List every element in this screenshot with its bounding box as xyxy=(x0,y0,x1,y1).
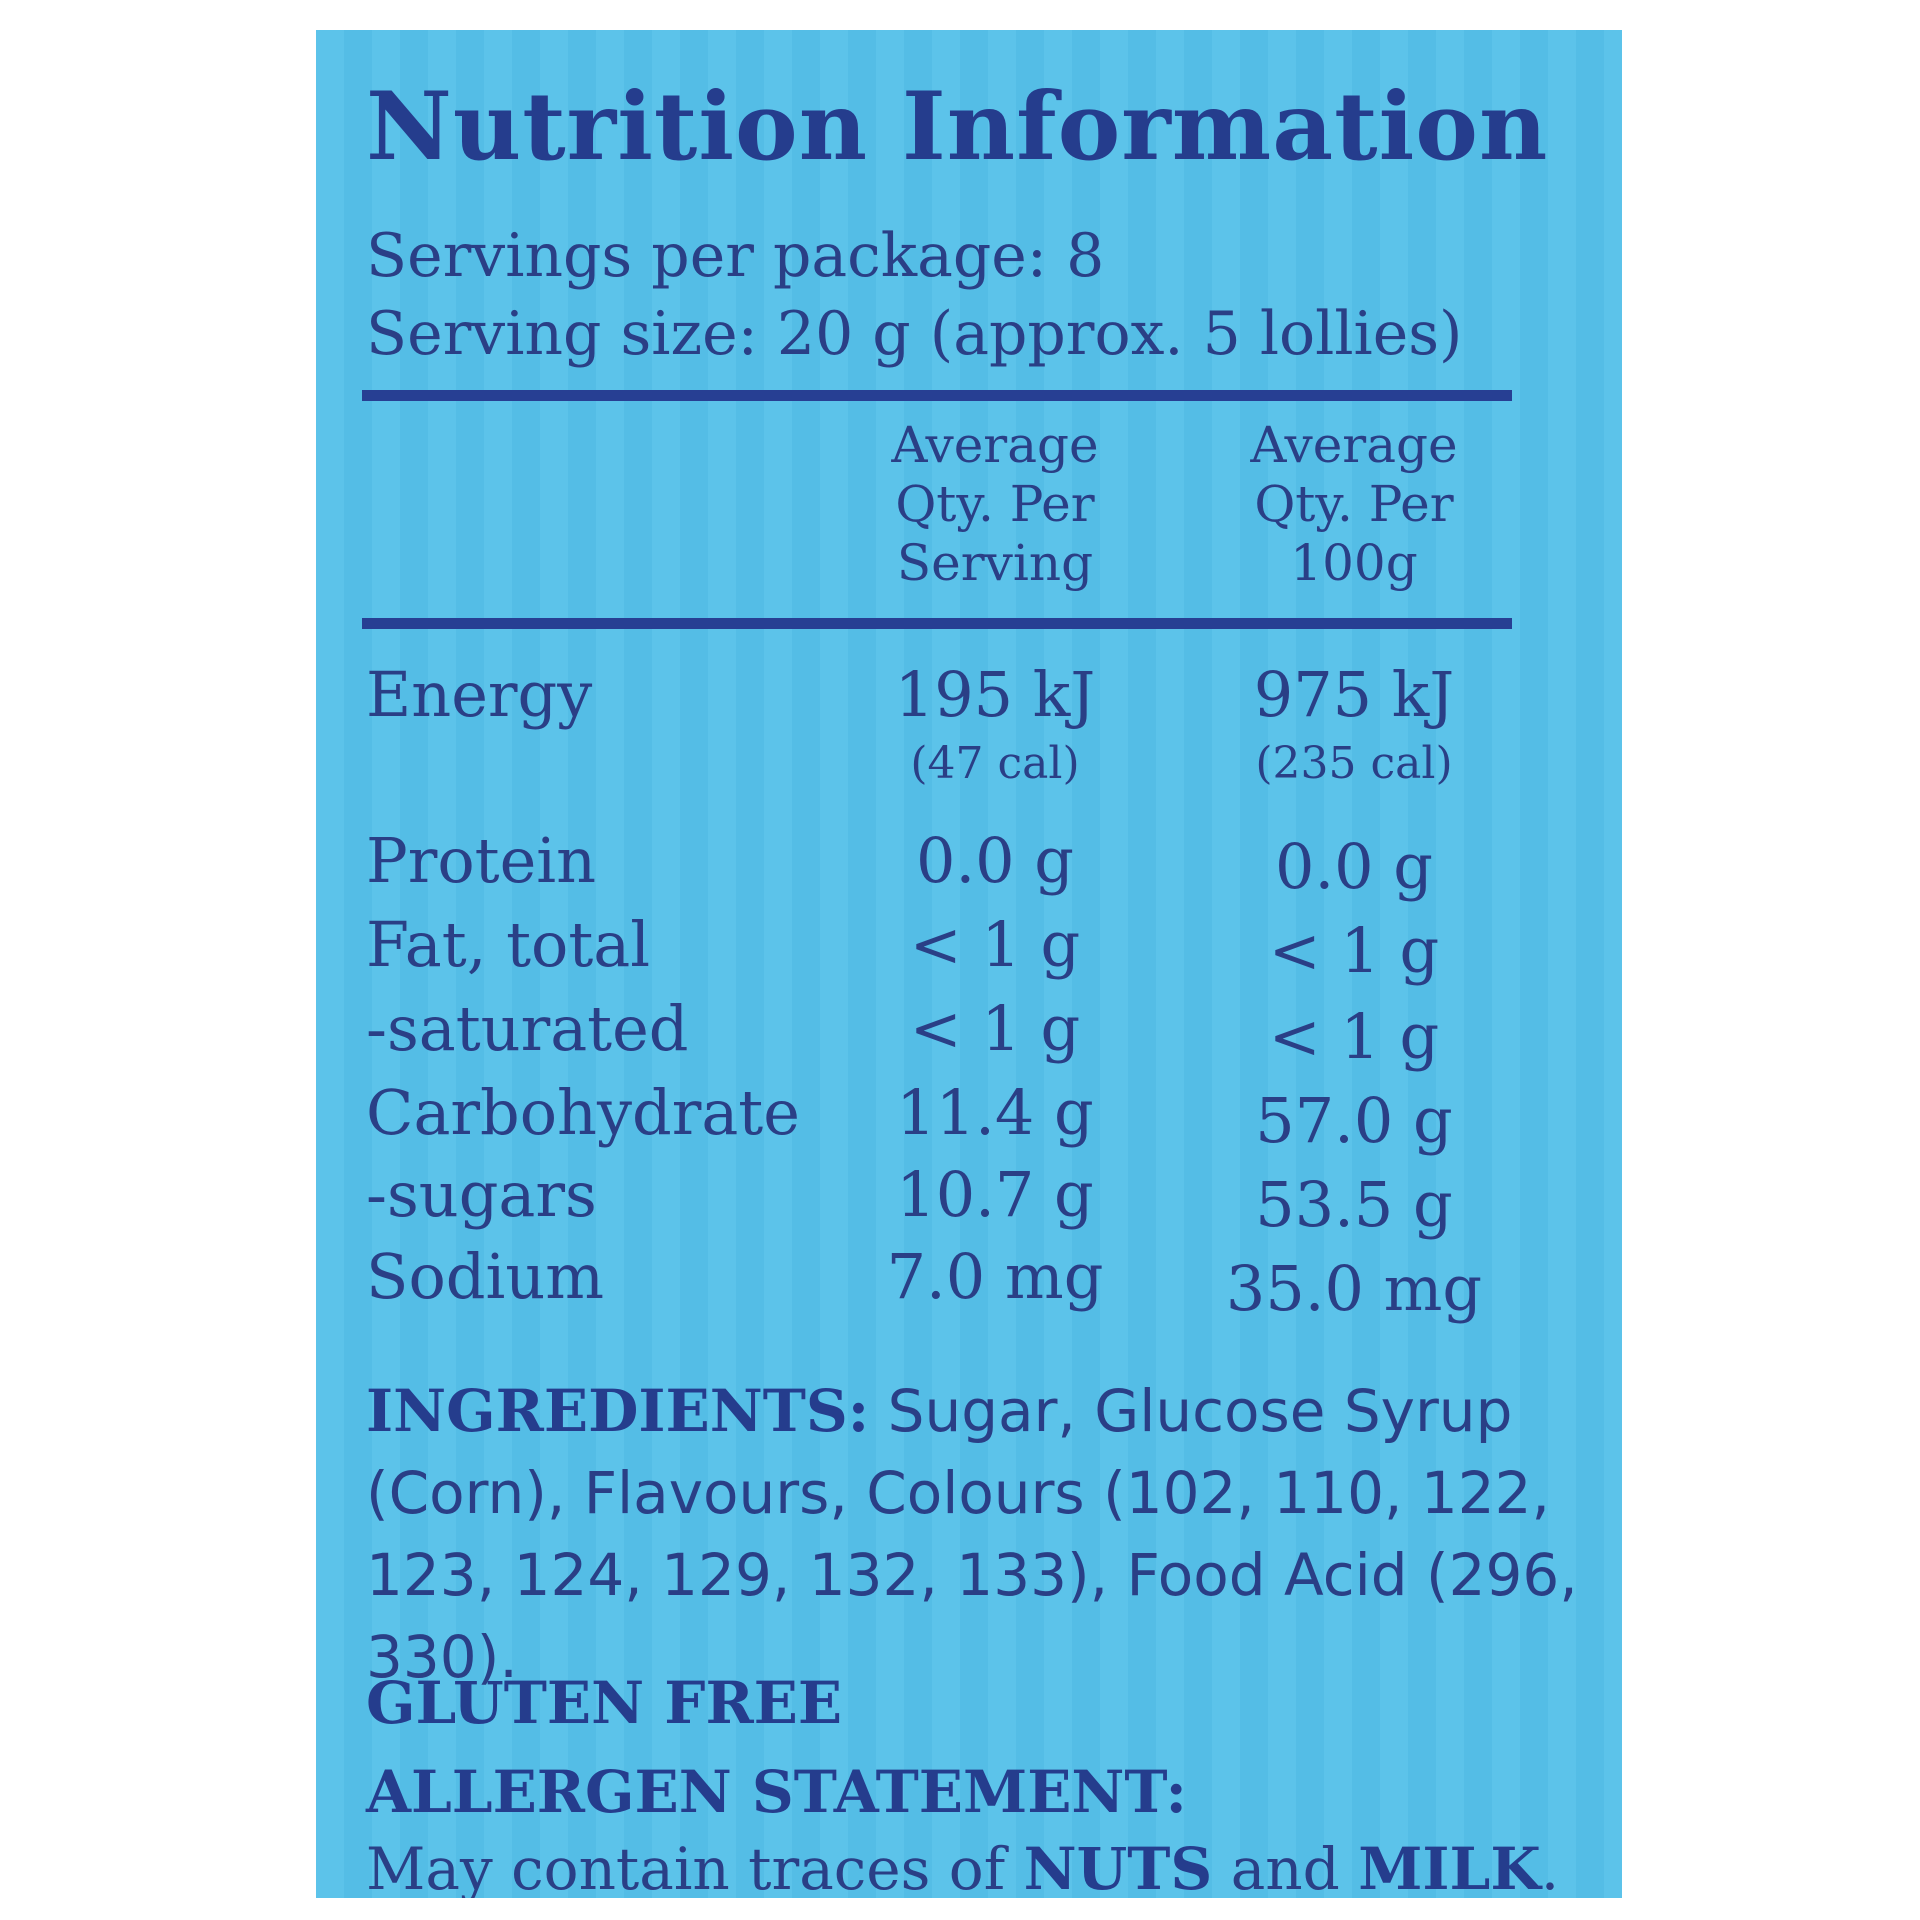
panel-title: Nutrition Information xyxy=(366,72,1549,182)
ingredients-list: Sugar, Glucose Syrup (Corn), Flavours, C… xyxy=(366,1377,1578,1691)
per-100g-value: < 1 g xyxy=(1268,914,1440,987)
column-header-per-100g: Average Qty. Per 100g xyxy=(1204,416,1504,593)
per-100g-value: < 1 g xyxy=(1268,1000,1440,1073)
column-header-line: 100g xyxy=(1290,534,1418,592)
column-header-line: Serving xyxy=(896,534,1094,592)
per-100g-value: 0.0 g xyxy=(1275,830,1433,903)
per-serving-value: 195 kJ xyxy=(894,658,1096,731)
top-divider xyxy=(362,390,1512,401)
nutrient-label: -saturated xyxy=(366,992,689,1065)
column-header-line: Qty. Per xyxy=(895,475,1095,533)
per-serving-value: 11.4 g xyxy=(896,1076,1094,1149)
per-serving-value: < 1 g xyxy=(909,992,1081,1065)
nutrient-label: Carbohydrate xyxy=(366,1076,800,1149)
per-100g-calories: (235 cal) xyxy=(1255,738,1453,789)
column-header-per-serving: Average Qty. Per Serving xyxy=(845,416,1145,593)
servings-per-package: Servings per package: 8 xyxy=(366,221,1105,291)
serving-size: Serving size: 20 g (approx. 5 lollies) xyxy=(366,299,1463,369)
per-serving-value: 0.0 g xyxy=(916,824,1074,897)
column-header-line: Qty. Per xyxy=(1254,475,1454,533)
ingredients-statement: INGREDIENTS: Sugar, Glucose Syrup (Corn)… xyxy=(366,1370,1622,1698)
allergen-heading: ALLERGEN STATEMENT: xyxy=(366,1758,1187,1826)
allergen-milk: MILK xyxy=(1358,1835,1541,1898)
allergen-text: May contain traces of xyxy=(366,1835,1006,1898)
allergen-and: and xyxy=(1230,1835,1340,1898)
header-divider xyxy=(362,618,1512,629)
allergen-nuts: NUTS xyxy=(1023,1835,1213,1898)
allergen-statement: May contain traces of NUTS and MILK. xyxy=(366,1840,1559,1898)
per-100g-value: 975 kJ xyxy=(1253,658,1455,731)
gluten-free-badge: GLUTEN FREE xyxy=(366,1669,843,1737)
per-100g-value: 57.0 g xyxy=(1255,1084,1453,1157)
nutrient-label: Fat, total xyxy=(366,908,651,981)
nutrient-label: Energy xyxy=(366,658,593,731)
per-100g-value: 53.5 g xyxy=(1255,1168,1453,1241)
per-serving-value: < 1 g xyxy=(909,908,1081,981)
column-header-line: Average xyxy=(1250,416,1458,474)
per-serving-value: 7.0 mg xyxy=(886,1240,1104,1313)
nutrient-label: Sodium xyxy=(366,1240,605,1313)
per-100g-value: 35.0 mg xyxy=(1225,1252,1483,1325)
per-serving-calories: (47 cal) xyxy=(910,738,1080,789)
per-serving-value: 10.7 g xyxy=(896,1158,1094,1231)
nutrient-label: Protein xyxy=(366,824,597,897)
allergen-end: . xyxy=(1540,1835,1560,1898)
column-header-line: Average xyxy=(891,416,1099,474)
nutrient-label: -sugars xyxy=(366,1158,597,1231)
nutrition-panel: Nutrition Information Servings per packa… xyxy=(316,30,1622,1898)
ingredients-heading: INGREDIENTS: xyxy=(366,1377,870,1445)
